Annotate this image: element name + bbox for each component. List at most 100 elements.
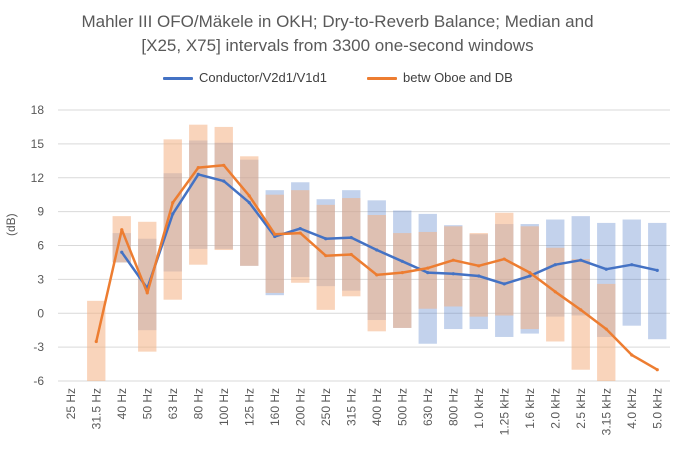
- series-line-conductor: [120, 173, 659, 290]
- data-point-conductor: [247, 200, 251, 205]
- data-point-oboe-db: [94, 339, 98, 344]
- x-tick-label: 4.0 kHz: [625, 388, 639, 429]
- data-point-oboe-db: [145, 291, 149, 295]
- iqr-bar-oboe-db: [444, 226, 463, 307]
- x-tick-label: 1.25 kHz: [497, 388, 511, 435]
- legend-item-conductor: Conductor/V2d1/V1d1: [163, 70, 327, 85]
- data-point-conductor: [477, 274, 481, 278]
- y-tick-label: -6: [33, 374, 44, 388]
- x-tick-label: 2.0 kHz: [548, 388, 562, 429]
- x-tick-label: 31.5 Hz: [89, 388, 103, 429]
- x-tick-label: 5.0 kHz: [650, 388, 664, 429]
- iqr-bar-oboe-db: [393, 233, 412, 328]
- x-tick-label: 80 Hz: [191, 388, 205, 419]
- data-point-oboe-db: [579, 308, 583, 312]
- iqr-bar-oboe-db: [495, 212, 514, 316]
- data-point-oboe-db: [324, 254, 328, 258]
- data-point-oboe-db: [247, 194, 251, 198]
- y-tick-label: 9: [37, 205, 44, 219]
- x-tick-label: 250 Hz: [319, 388, 333, 426]
- data-point-conductor: [528, 274, 532, 278]
- data-point-oboe-db: [630, 353, 634, 357]
- data-point-oboe-db: [196, 165, 200, 170]
- x-tick-label: 800 Hz: [446, 388, 460, 426]
- data-point-oboe-db: [528, 271, 532, 275]
- data-point-oboe-db: [375, 273, 379, 277]
- data-point-oboe-db: [451, 258, 455, 262]
- data-point-oboe-db: [171, 200, 175, 205]
- data-point-conductor: [273, 234, 277, 239]
- data-point-oboe-db: [400, 271, 404, 275]
- x-tick-label: 160 Hz: [268, 388, 282, 426]
- chart-title: Mahler III OFO/Mäkele in OKH; Dry-to-Rev…: [81, 12, 594, 31]
- legend-label-oboe-db: betw Oboe and DB: [403, 70, 513, 85]
- chart-subtitle: [X25, X75] intervals from 3300 one-secon…: [141, 36, 534, 55]
- iqr-bar-oboe-db: [367, 215, 386, 332]
- iqr-bar-oboe-db: [597, 283, 616, 381]
- data-point-conductor: [196, 172, 200, 176]
- iqr-bar-oboe-db: [265, 194, 284, 293]
- iqr-bar-oboe-db: [418, 231, 437, 309]
- data-point-oboe-db: [426, 266, 430, 270]
- data-point-conductor: [120, 250, 124, 254]
- x-tick-label: 200 Hz: [293, 388, 307, 426]
- iqr-bar-oboe-db: [291, 190, 310, 283]
- data-point-conductor: [171, 212, 175, 216]
- legend-swatch-oboe-db: [367, 77, 397, 81]
- data-point-conductor: [298, 226, 302, 231]
- x-tick-label: 40 Hz: [115, 388, 129, 419]
- iqr-bar-conductor: [622, 219, 641, 326]
- data-point-oboe-db: [502, 257, 506, 261]
- y-tick-label: 3: [37, 272, 44, 286]
- iqr-bar-conductor: [648, 222, 667, 340]
- data-point-conductor: [324, 237, 328, 241]
- data-point-oboe-db: [298, 231, 302, 235]
- data-point-oboe-db: [222, 163, 226, 167]
- iqr-bar-oboe-db: [214, 126, 233, 251]
- data-point-conductor: [604, 267, 608, 271]
- data-point-conductor: [655, 268, 659, 272]
- iqr-bar-oboe-db: [342, 198, 361, 297]
- iqr-bar-oboe-db: [240, 156, 259, 266]
- data-point-oboe-db: [604, 327, 608, 331]
- iqr-bar-oboe-db: [189, 124, 208, 265]
- legend-item-oboe-db: betw Oboe and DB: [367, 70, 513, 85]
- x-tick-label: 400 Hz: [370, 388, 384, 426]
- y-tick-label: 0: [37, 306, 44, 320]
- data-point-oboe-db: [553, 290, 557, 294]
- legend-label-conductor: Conductor/V2d1/V1d1: [199, 70, 327, 85]
- iqr-bar-oboe-db: [520, 226, 539, 330]
- data-point-conductor: [426, 271, 430, 275]
- data-point-oboe-db: [477, 264, 481, 268]
- data-point-conductor: [451, 272, 455, 276]
- y-tick-label: 18: [31, 103, 45, 117]
- data-point-conductor: [553, 263, 557, 267]
- iqr-bar-oboe-db: [163, 139, 182, 300]
- x-tick-label: 315 Hz: [344, 388, 358, 426]
- legend-swatch-conductor: [163, 77, 193, 81]
- x-tick-label: 500 Hz: [395, 388, 409, 426]
- data-point-conductor: [375, 248, 379, 252]
- y-tick-label: 15: [31, 137, 45, 151]
- x-tick-label: 1.6 kHz: [523, 388, 537, 429]
- data-point-conductor: [349, 235, 353, 240]
- data-point-oboe-db: [120, 228, 124, 232]
- x-tick-label: 50 Hz: [140, 388, 154, 419]
- x-tick-label: 100 Hz: [217, 388, 231, 426]
- x-tick-label: 125 Hz: [242, 388, 256, 426]
- y-tick-label: -3: [33, 340, 44, 354]
- x-tick-label: 63 Hz: [166, 388, 180, 419]
- data-point-conductor: [579, 258, 583, 262]
- data-point-oboe-db: [349, 252, 353, 257]
- data-point-conductor: [502, 282, 506, 286]
- x-tick-label: 1.0 kHz: [472, 388, 486, 429]
- x-tick-label: 3.15 kHz: [599, 388, 613, 435]
- data-point-conductor: [630, 263, 634, 267]
- iqr-bar-oboe-db: [316, 204, 335, 310]
- data-point-oboe-db: [655, 368, 659, 372]
- data-point-conductor: [400, 259, 404, 263]
- x-tick-label: 630 Hz: [421, 388, 435, 426]
- iqr-bar-oboe-db: [571, 259, 590, 370]
